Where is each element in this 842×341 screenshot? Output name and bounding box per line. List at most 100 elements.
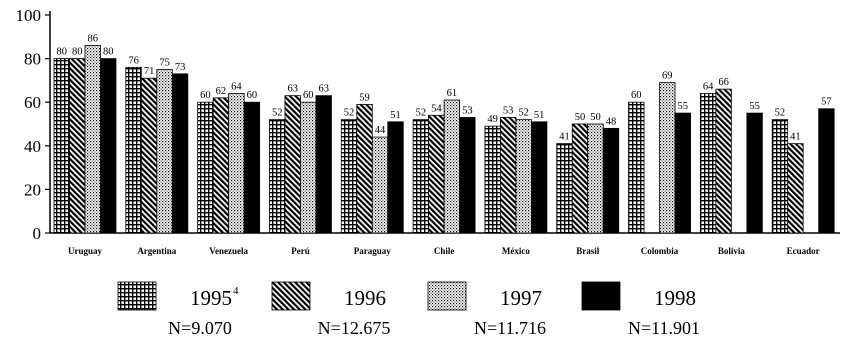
- bar: [371, 136, 389, 234]
- data-label: 86: [88, 34, 99, 45]
- bar: [746, 112, 763, 234]
- bar: [171, 73, 189, 234]
- bar: [443, 99, 460, 234]
- data-labels: 80 80 86 80 76 71 75 73 60 62 64 60 52 63 60 63 52 59 44 51…: [57, 34, 832, 143]
- bar: [69, 58, 86, 234]
- x-tick-label: México: [502, 246, 530, 256]
- bar: [212, 97, 230, 234]
- legend-swatch: [581, 281, 621, 311]
- legend-footnote-marker: 4: [233, 285, 239, 297]
- bar: [556, 143, 573, 234]
- bar: [699, 93, 717, 234]
- bar: [715, 88, 732, 234]
- bar: [412, 119, 429, 234]
- data-label: 55: [678, 101, 689, 112]
- bar: [269, 119, 286, 234]
- bar: [515, 119, 532, 234]
- data-label: 76: [128, 55, 139, 66]
- data-label: 44: [375, 125, 386, 136]
- bar: [587, 123, 604, 234]
- data-label: 80: [72, 47, 83, 58]
- data-label: 63: [287, 84, 298, 95]
- data-label: 51: [534, 110, 545, 121]
- data-label: 49: [487, 114, 498, 125]
- data-label: 60: [303, 90, 314, 101]
- data-label: 61: [447, 88, 458, 99]
- data-label: 54: [431, 103, 442, 114]
- bar: [484, 125, 501, 234]
- x-tick-label: Chile: [434, 246, 455, 256]
- x-tick-label: Brasil: [576, 246, 600, 256]
- data-label: 50: [590, 112, 601, 123]
- bar: [387, 121, 404, 234]
- bar: [156, 69, 173, 234]
- y-tick-label: 20: [24, 180, 41, 199]
- x-tick-label: Paraguay: [354, 246, 391, 256]
- x-tick-label: Colombia: [641, 246, 679, 256]
- data-label: 52: [272, 108, 283, 119]
- bar: [771, 119, 789, 234]
- x-tick-label: Uruguay: [68, 246, 103, 256]
- data-label: 75: [159, 58, 170, 69]
- bar: [300, 101, 317, 234]
- bar: [228, 93, 245, 234]
- legend-sample-size: N=9.070: [168, 318, 232, 338]
- bar: [340, 119, 358, 234]
- x-tick-label: Venezuela: [209, 246, 248, 256]
- data-label: 48: [606, 116, 617, 127]
- bar: [674, 112, 691, 234]
- x-tick-label: Ecuador: [787, 246, 820, 256]
- bar: [428, 114, 445, 234]
- data-label: 41: [559, 132, 570, 143]
- bar: [531, 121, 548, 234]
- data-label: 53: [503, 105, 514, 116]
- data-label: 52: [416, 108, 427, 119]
- bar: [140, 77, 158, 234]
- data-label: 51: [390, 110, 401, 121]
- bar: [628, 101, 645, 234]
- data-label: 66: [718, 77, 729, 88]
- bar: [53, 58, 70, 234]
- data-label: 64: [703, 81, 714, 92]
- legend-label: 1998: [654, 286, 696, 310]
- bar: [602, 127, 620, 234]
- data-label: 80: [57, 47, 68, 58]
- y-tick-label: 100: [16, 6, 42, 25]
- data-label: 53: [462, 105, 473, 116]
- x-tick-label: Argentina: [137, 246, 176, 256]
- legend-label: 1996: [344, 286, 386, 310]
- bar: [125, 66, 142, 234]
- data-label: 41: [790, 132, 801, 143]
- data-label: 69: [662, 71, 673, 82]
- bar: [100, 58, 117, 234]
- bar: [243, 101, 261, 234]
- data-label: 60: [247, 90, 258, 101]
- bar: [356, 103, 373, 234]
- legend-sample-size: N=11.716: [474, 318, 546, 338]
- data-label: 73: [175, 62, 186, 73]
- data-label: 57: [821, 97, 832, 108]
- data-label: 60: [200, 90, 211, 101]
- data-label: 55: [749, 101, 760, 112]
- legend-label: 1995: [190, 286, 232, 310]
- x-tick-label: Bolivia: [718, 246, 746, 256]
- data-label: 71: [144, 66, 155, 77]
- data-label: 52: [775, 108, 786, 119]
- bar: [571, 123, 589, 234]
- bars: [53, 45, 835, 234]
- data-label: 52: [518, 108, 529, 119]
- x-tick-label: Perú: [291, 246, 310, 256]
- data-label: 59: [359, 92, 370, 103]
- legend-label: 1997: [500, 286, 542, 310]
- legend-sample-size: N=12.675: [318, 318, 391, 338]
- bar: [500, 117, 517, 234]
- y-tick-label: 0: [33, 224, 42, 243]
- bar: [818, 108, 835, 234]
- legend-sample-size: N=11.901: [628, 318, 700, 338]
- bar: [787, 143, 804, 234]
- data-label: 63: [318, 84, 329, 95]
- legend-swatch: [117, 281, 157, 311]
- y-tick-label: 60: [24, 93, 41, 112]
- data-label: 60: [631, 90, 642, 101]
